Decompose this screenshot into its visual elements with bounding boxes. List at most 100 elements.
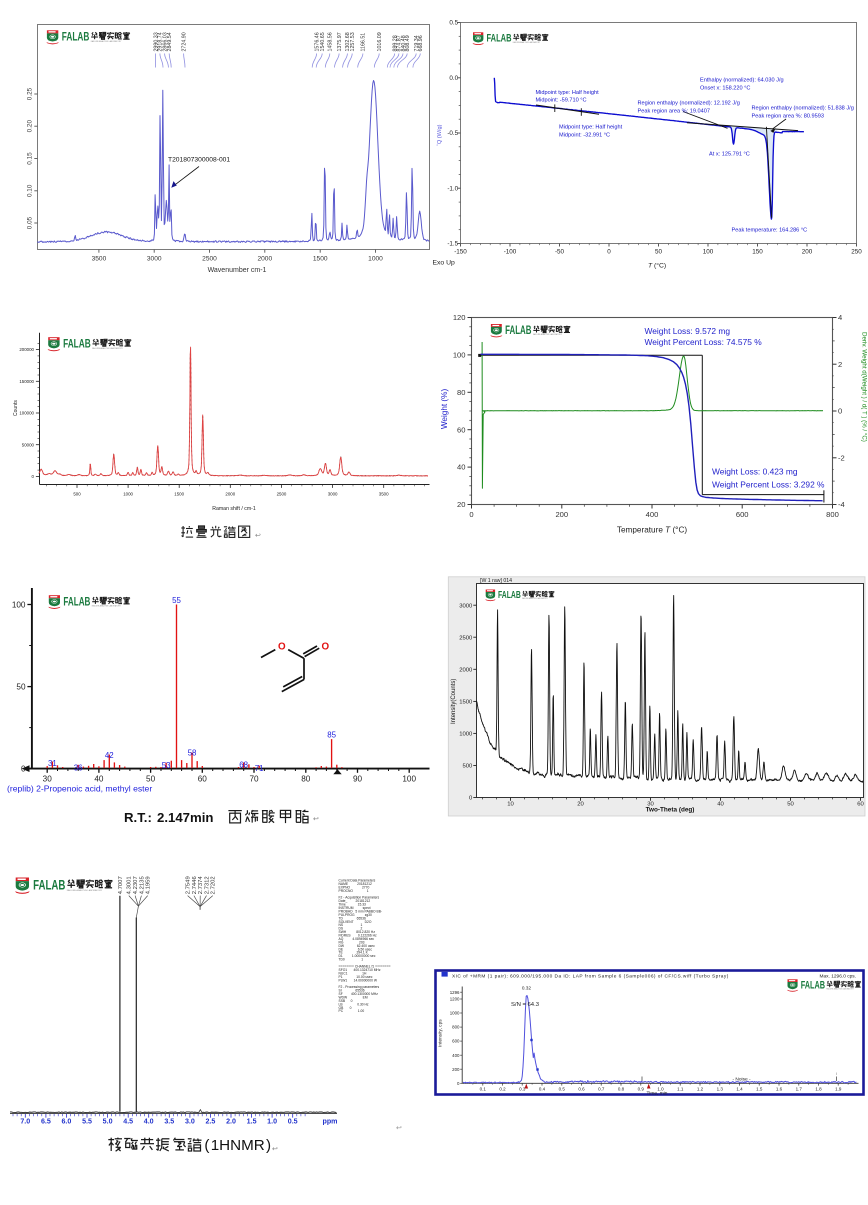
svg-text:PROCNO 1: PROCNO 1 xyxy=(339,889,369,893)
svg-text:2000: 2000 xyxy=(257,256,272,263)
svg-text:0.15: 0.15 xyxy=(27,152,34,165)
svg-text:80: 80 xyxy=(457,388,465,397)
svg-text:2.0: 2.0 xyxy=(226,1118,236,1126)
svg-text:40: 40 xyxy=(457,463,465,472)
svg-text:2000: 2000 xyxy=(459,667,473,673)
svg-text:7.0: 7.0 xyxy=(20,1118,30,1126)
svg-text:T (°C): T (°C) xyxy=(648,262,666,270)
svg-text:-100: -100 xyxy=(504,249,517,256)
svg-text:500: 500 xyxy=(73,492,81,497)
svg-text:↩: ↩ xyxy=(396,1125,402,1132)
svg-text:4.2135: 4.2135 xyxy=(139,876,145,895)
svg-text:Raman shift / cm-1: Raman shift / cm-1 xyxy=(212,506,256,512)
svg-text:1458.56: 1458.56 xyxy=(328,32,334,51)
svg-text:2500: 2500 xyxy=(277,492,287,497)
svg-text:1500: 1500 xyxy=(459,700,473,706)
svg-text:2.7312: 2.7312 xyxy=(204,876,210,894)
svg-text:3500: 3500 xyxy=(379,492,389,497)
svg-text:58: 58 xyxy=(188,749,197,758)
svg-text:S/N = 64.3: S/N = 64.3 xyxy=(511,1002,540,1008)
svg-text:200: 200 xyxy=(452,1067,460,1072)
svg-text:0.1: 0.1 xyxy=(480,1086,487,1091)
svg-text:3000: 3000 xyxy=(328,492,338,497)
svg-text:( 1HNMR ): ( 1HNMR ) xyxy=(204,1137,271,1154)
svg-text:Enthalpy (normalized): 64.030: Enthalpy (normalized): 64.030 J/g xyxy=(700,78,784,84)
svg-text:20: 20 xyxy=(457,500,465,509)
svg-text:2.7446: 2.7446 xyxy=(192,876,198,895)
svg-text:2500: 2500 xyxy=(459,635,473,641)
svg-text:Wavenumber cm-1: Wavenumber cm-1 xyxy=(208,267,267,274)
svg-text:40: 40 xyxy=(717,802,724,808)
svg-text:[W 1 raw] 014: [W 1 raw] 014 xyxy=(480,578,512,584)
svg-text:- Noise -: - Noise - xyxy=(732,1077,751,1083)
svg-text:Intensity, cps: Intensity, cps xyxy=(438,1019,444,1047)
svg-text:2.147min: 2.147min xyxy=(157,810,213,825)
svg-text:5.5: 5.5 xyxy=(82,1118,92,1126)
svg-text:6.5: 6.5 xyxy=(41,1118,51,1126)
svg-text:Weight (%): Weight (%) xyxy=(440,389,449,430)
svg-text:1296: 1296 xyxy=(450,990,460,995)
svg-text:4.1959: 4.1959 xyxy=(146,876,152,894)
svg-text:50: 50 xyxy=(655,249,663,256)
svg-text:Weight Loss: 0.423 mg: Weight Loss: 0.423 mg xyxy=(712,466,798,476)
svg-text:Onset x: 158.220 °C: Onset x: 158.220 °C xyxy=(700,85,750,91)
svg-text:0.05: 0.05 xyxy=(27,216,34,229)
svg-text:800: 800 xyxy=(452,1025,460,1030)
svg-text:-2: -2 xyxy=(838,453,845,462)
svg-text:-1.5: -1.5 xyxy=(447,241,458,248)
svg-text:-1.0: -1.0 xyxy=(447,185,458,192)
svg-text:1000: 1000 xyxy=(368,256,383,263)
svg-text:ˆQ (W/g): ˆQ (W/g) xyxy=(437,124,443,146)
svg-text:ppm: ppm xyxy=(323,1118,338,1126)
svg-text:2724.90: 2724.90 xyxy=(181,32,187,51)
svg-text:2.5: 2.5 xyxy=(205,1118,215,1126)
svg-text:Weight Loss: 9.572 mg: Weight Loss: 9.572 mg xyxy=(645,326,731,336)
svg-text:85: 85 xyxy=(327,730,336,739)
svg-text:1.7: 1.7 xyxy=(796,1086,803,1091)
svg-text:100: 100 xyxy=(453,351,466,360)
svg-text:Peak region area %: 80.9593: Peak region area %: 80.9593 xyxy=(752,113,824,119)
svg-text:1.5: 1.5 xyxy=(247,1118,257,1126)
svg-text:-4: -4 xyxy=(838,500,845,509)
svg-text:FAILURE ANALYSIS LABORATORY: FAILURE ANALYSIS LABORATORY xyxy=(533,333,563,336)
svg-text:0.2: 0.2 xyxy=(499,1086,506,1091)
svg-text:(replib) 2-Propenoic acid, met: (replib) 2-Propenoic acid, methyl ester xyxy=(7,784,152,794)
svg-text:20: 20 xyxy=(577,802,584,808)
svg-text:600: 600 xyxy=(452,1039,460,1044)
svg-text:1000: 1000 xyxy=(450,1011,460,1016)
svg-text:2500: 2500 xyxy=(202,256,217,263)
svg-text:3500: 3500 xyxy=(92,256,107,263)
svg-text:Region enthalpy (normalized):: Region enthalpy (normalized): 12.192 J/g xyxy=(638,101,740,107)
svg-text:10: 10 xyxy=(507,802,514,808)
svg-text:4.2307: 4.2307 xyxy=(133,876,139,894)
svg-text:Midpoint type: Half height: Midpoint type: Half height xyxy=(536,90,600,96)
svg-text:At x: 125.791 °C: At x: 125.791 °C xyxy=(709,151,750,157)
svg-text:1.3: 1.3 xyxy=(717,1086,724,1091)
svg-text:0: 0 xyxy=(469,510,473,519)
svg-text:FALAB: FALAB xyxy=(63,594,90,608)
svg-text:1166.51: 1166.51 xyxy=(361,33,367,52)
svg-text:1257.53: 1257.53 xyxy=(350,32,356,51)
svg-text:1.8: 1.8 xyxy=(815,1086,822,1091)
svg-text:42: 42 xyxy=(105,751,114,760)
svg-text:3.5: 3.5 xyxy=(164,1118,174,1126)
svg-text:1.9: 1.9 xyxy=(835,1086,842,1091)
svg-text:1200: 1200 xyxy=(450,997,460,1002)
svg-text:31: 31 xyxy=(48,759,57,768)
svg-text:TD0 1: TD0 1 xyxy=(339,958,364,962)
svg-text:1375.97: 1375.97 xyxy=(337,32,343,51)
svg-text:0.4: 0.4 xyxy=(539,1086,546,1091)
svg-text:Midpoint: -59.710 °C: Midpoint: -59.710 °C xyxy=(536,98,587,104)
svg-text:50: 50 xyxy=(146,775,156,784)
svg-text:Intensity(Counts): Intensity(Counts) xyxy=(451,679,457,724)
svg-text:1540.65: 1540.65 xyxy=(320,32,326,51)
svg-text:60: 60 xyxy=(857,802,864,808)
svg-text:FALAB: FALAB xyxy=(801,979,826,991)
svg-text:Two-Theta (deg): Two-Theta (deg) xyxy=(646,807,695,814)
svg-text:53: 53 xyxy=(162,761,171,770)
svg-text:1.0: 1.0 xyxy=(267,1118,277,1126)
svg-text:100: 100 xyxy=(12,600,26,609)
svg-text:1000: 1000 xyxy=(459,732,473,738)
svg-text:800: 800 xyxy=(826,510,839,519)
svg-text:FALAB: FALAB xyxy=(505,324,531,337)
